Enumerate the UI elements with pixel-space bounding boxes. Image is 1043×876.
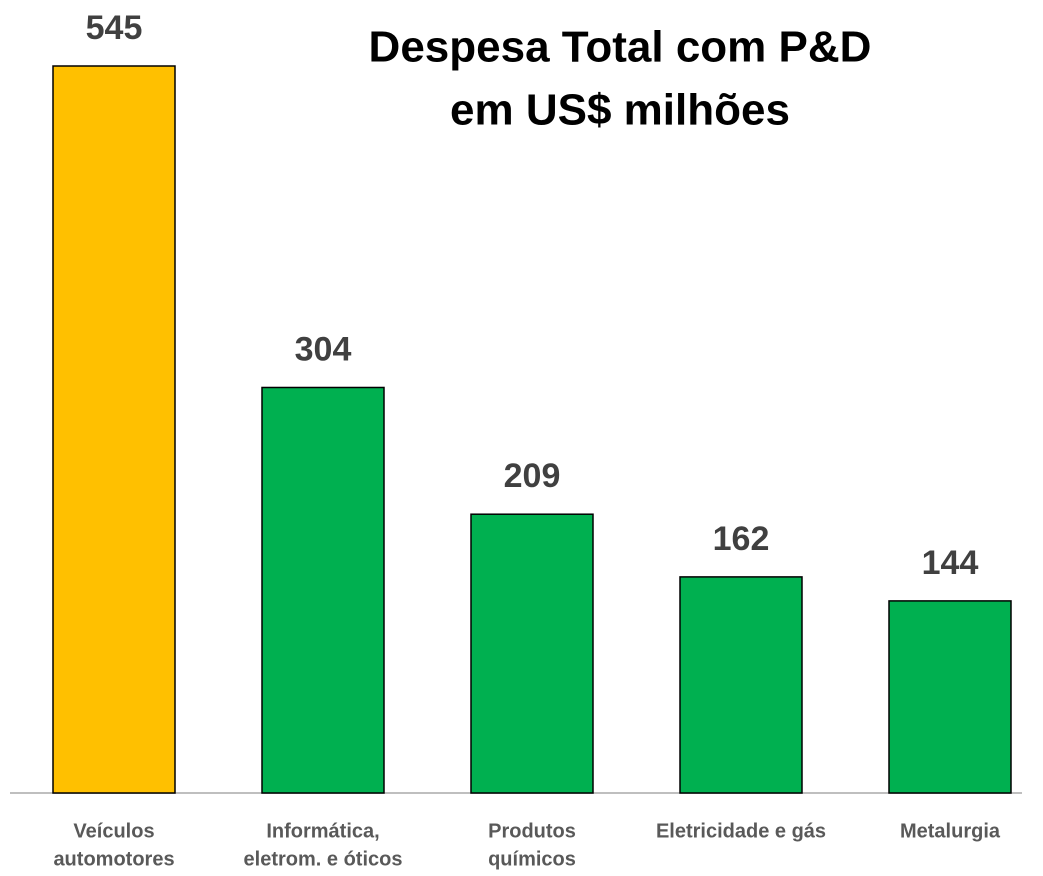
value-label: 304 [295, 330, 352, 368]
value-label: 144 [922, 544, 979, 582]
x-tick-label: Veículos [73, 820, 154, 842]
bar [679, 576, 803, 794]
bar [470, 513, 594, 794]
bar [261, 386, 385, 794]
x-tick-label: Eletricidade e gás [656, 820, 826, 842]
x-tick-label: eletrom. e óticos [244, 848, 403, 870]
x-tick-label: Metalurgia [900, 820, 1001, 842]
value-label: 209 [504, 457, 561, 495]
bar [888, 600, 1012, 794]
value-label: 545 [86, 9, 143, 47]
x-tick-label: químicos [488, 848, 576, 870]
x-tick-label: automotores [53, 848, 174, 870]
bar [52, 65, 176, 794]
chart-title: em US$ milhões [450, 86, 790, 135]
chart-title: Despesa Total com P&D [369, 23, 872, 72]
value-label: 162 [713, 520, 770, 558]
x-tick-label: Informática, [266, 820, 379, 842]
x-tick-label: Produtos [488, 820, 576, 842]
